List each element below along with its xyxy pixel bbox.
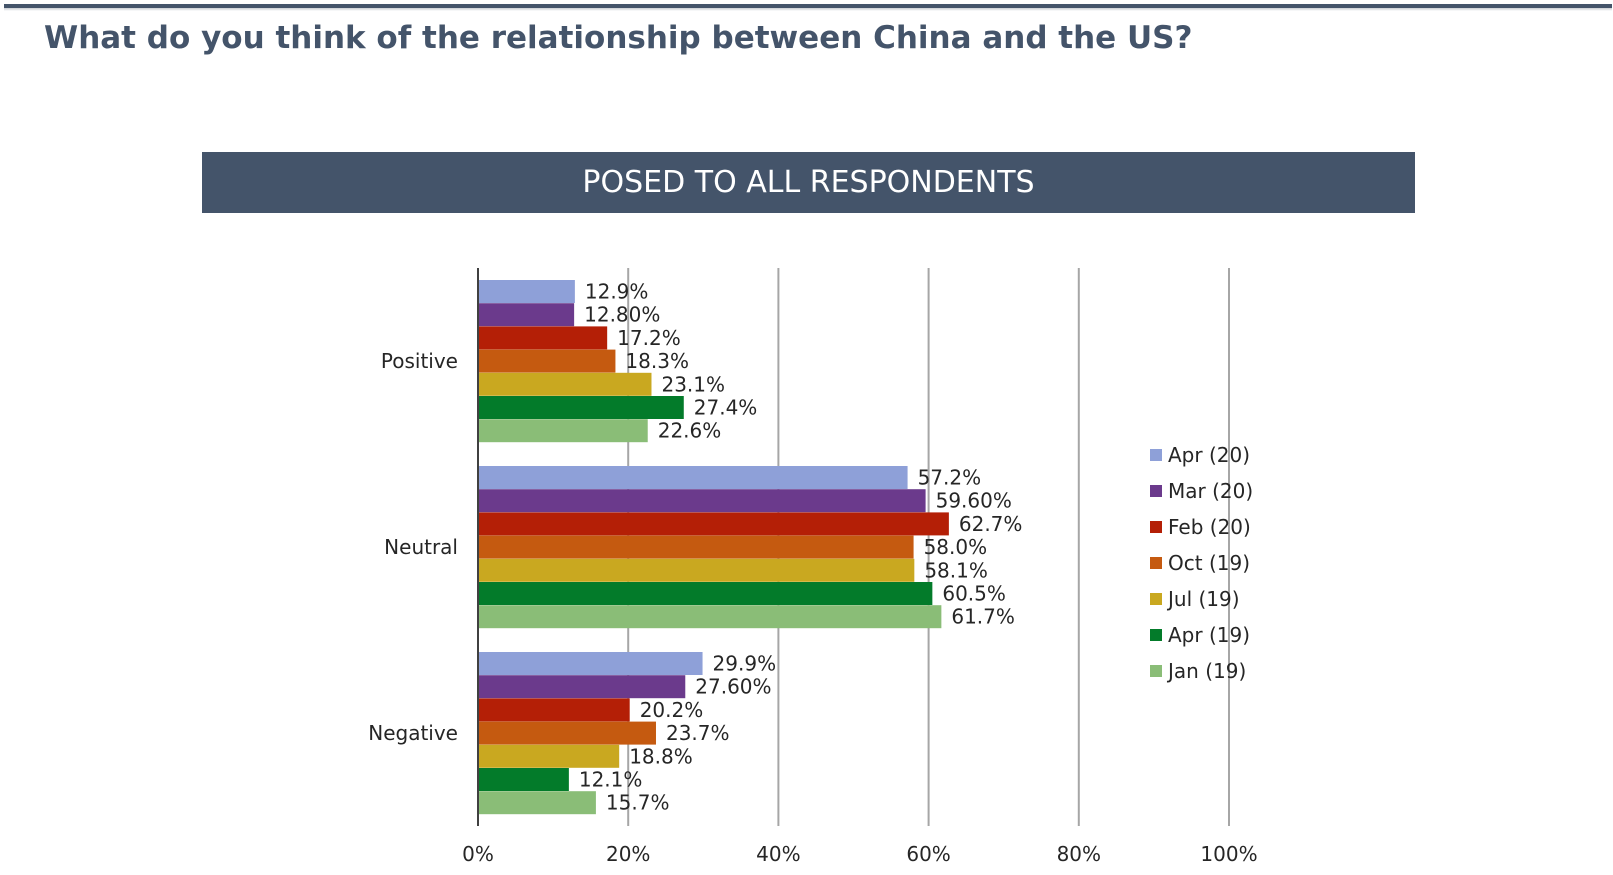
top-rule — [4, 4, 1612, 8]
data-label-negative-5: 12.1% — [579, 768, 643, 792]
legend-label-3: Oct (19) — [1168, 551, 1250, 575]
data-label-positive-1: 12.80% — [584, 303, 660, 327]
bar-negative-0 — [478, 652, 703, 675]
data-label-positive-0: 12.9% — [585, 280, 649, 304]
bar-negative-2 — [478, 698, 630, 722]
legend-swatch-2 — [1150, 521, 1162, 533]
bar-negative-1 — [478, 675, 686, 699]
bar-neutral-6 — [478, 605, 942, 629]
bar-neutral-0 — [478, 466, 908, 489]
category-label-positive: Positive — [381, 349, 458, 373]
data-label-negative-6: 15.7% — [606, 791, 670, 815]
x-tick-label-0: 0% — [462, 842, 494, 866]
data-label-positive-6: 22.6% — [658, 419, 722, 443]
x-tick-label-20: 20% — [606, 842, 650, 866]
bars — [478, 280, 949, 815]
data-label-neutral-3: 58.0% — [924, 535, 988, 559]
bar-negative-3 — [478, 721, 656, 745]
page-title: What do you think of the relationship be… — [44, 20, 1193, 56]
bar-neutral-1 — [478, 489, 926, 513]
data-label-neutral-0: 57.2% — [918, 466, 982, 490]
data-label-negative-2: 20.2% — [640, 698, 704, 722]
section-banner: POSED TO ALL RESPONDENTS — [202, 152, 1415, 213]
legend-label-4: Jul (19) — [1166, 587, 1240, 611]
bar-neutral-3 — [478, 535, 914, 559]
data-label-negative-3: 23.7% — [666, 721, 730, 745]
x-tick-label-60: 60% — [906, 842, 950, 866]
legend: Apr (20) Mar (20) Feb (20) Oct (19) Jul (19)… — [1150, 443, 1253, 683]
bar-positive-6 — [478, 419, 648, 443]
data-label-negative-4: 18.8% — [629, 744, 693, 768]
bar-positive-3 — [478, 349, 616, 373]
bar-neutral-4 — [478, 558, 915, 582]
data-label-negative-0: 29.9% — [713, 652, 777, 676]
data-label-positive-5: 27.4% — [694, 396, 758, 420]
legend-label-0: Apr (20) — [1168, 443, 1250, 467]
bar-positive-4 — [478, 372, 652, 396]
bar-neutral-5 — [478, 582, 933, 605]
legend-swatch-3 — [1150, 557, 1162, 569]
bar-neutral-2 — [478, 512, 949, 536]
bar-negative-5 — [478, 768, 569, 791]
legend-label-6: Jan (19) — [1166, 659, 1246, 683]
x-tick-label-40: 40% — [756, 842, 800, 866]
data-label-neutral-1: 59.60% — [936, 489, 1012, 513]
bar-negative-6 — [478, 791, 596, 815]
bar-positive-2 — [478, 326, 608, 350]
bar-positive-1 — [478, 303, 575, 327]
axes: 0% 20% 40% 60% 80% 100% Positive Neutral Negativ… — [368, 268, 1258, 866]
legend-swatch-0 — [1150, 449, 1162, 461]
category-label-negative: Negative — [368, 721, 458, 745]
legend-label-5: Apr (19) — [1168, 623, 1250, 647]
bar-positive-5 — [478, 396, 684, 419]
data-label-neutral-2: 62.7% — [959, 512, 1023, 536]
data-label-neutral-4: 58.1% — [924, 558, 988, 582]
x-tick-label-80: 80% — [1057, 842, 1101, 866]
data-label-negative-1: 27.60% — [695, 675, 771, 699]
data-label-positive-3: 18.3% — [625, 349, 689, 373]
data-label-positive-2: 17.2% — [617, 326, 681, 350]
bar-negative-4 — [478, 744, 620, 768]
top-rule-shadow — [4, 8, 1612, 11]
data-label-neutral-5: 60.5% — [942, 582, 1006, 606]
legend-swatch-5 — [1150, 629, 1162, 641]
x-tick-label-100: 100% — [1200, 842, 1257, 866]
data-labels: 12.9%12.80%17.2%18.3%23.1%27.4%22.6% 57.2… — [579, 280, 1023, 815]
legend-label-1: Mar (20) — [1168, 479, 1253, 503]
data-label-neutral-6: 61.7% — [951, 605, 1015, 629]
legend-swatch-1 — [1150, 485, 1162, 497]
bar-positive-0 — [478, 280, 575, 303]
legend-swatch-6 — [1150, 665, 1162, 677]
legend-label-2: Feb (20) — [1168, 515, 1251, 539]
data-label-positive-4: 23.1% — [661, 372, 725, 396]
legend-swatch-4 — [1150, 593, 1162, 605]
category-label-neutral: Neutral — [384, 535, 458, 559]
